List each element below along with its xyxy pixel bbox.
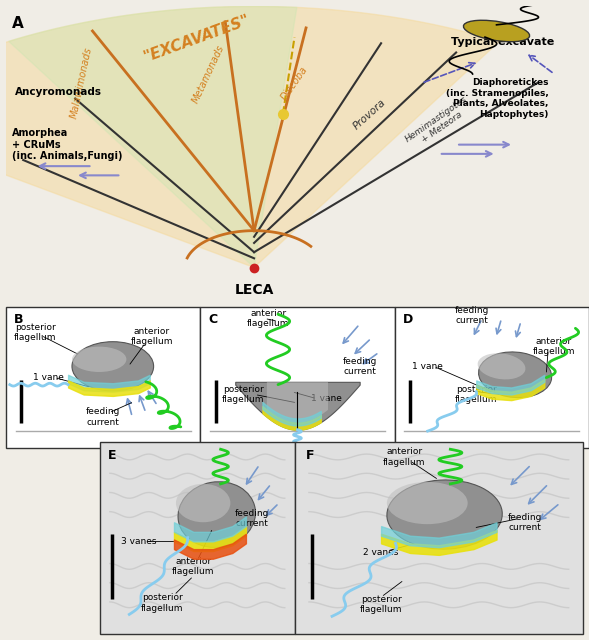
Text: A: A (12, 15, 24, 31)
Ellipse shape (387, 482, 468, 524)
Text: posterior
flagellum: posterior flagellum (222, 385, 264, 404)
Text: B: B (14, 313, 23, 326)
Text: anterior
flagellum: anterior flagellum (172, 557, 214, 576)
Text: C: C (208, 313, 217, 326)
Ellipse shape (464, 20, 530, 42)
Text: posterior
flagellum: posterior flagellum (141, 593, 184, 612)
Text: Diaphoretickes
(inc. Stramenopiles,
Plants, Alveolates,
Haptophytes): Diaphoretickes (inc. Stramenopiles, Plan… (446, 79, 548, 118)
Text: feeding
current: feeding current (342, 356, 377, 376)
Text: Amorphea
+ CRuMs
(inc. Animals,Fungi): Amorphea + CRuMs (inc. Animals,Fungi) (12, 128, 122, 161)
Text: posterior
flagellum: posterior flagellum (14, 323, 57, 342)
Text: anterior
flagellum: anterior flagellum (247, 308, 290, 328)
Text: posterior
flagellum: posterior flagellum (360, 595, 402, 614)
Text: feeding
current: feeding current (234, 509, 269, 528)
FancyBboxPatch shape (6, 307, 200, 448)
Text: 2 vanes: 2 vanes (363, 548, 399, 557)
Ellipse shape (478, 353, 525, 380)
FancyBboxPatch shape (200, 307, 395, 448)
Ellipse shape (387, 480, 502, 549)
Text: 1 vane: 1 vane (311, 394, 342, 403)
FancyBboxPatch shape (100, 442, 294, 634)
Text: D: D (402, 313, 413, 326)
FancyBboxPatch shape (294, 442, 583, 634)
Text: posterior
flagellum: posterior flagellum (455, 385, 498, 404)
Text: anterior
flagellum: anterior flagellum (383, 447, 425, 467)
Text: 1 vane: 1 vane (33, 373, 64, 382)
Text: anterior
flagellum: anterior flagellum (533, 337, 575, 356)
Polygon shape (9, 6, 297, 268)
FancyBboxPatch shape (395, 307, 589, 448)
Text: Hemimastigotes
+ Meteora: Hemimastigotes + Meteora (403, 94, 475, 152)
Text: anterior
flagellum: anterior flagellum (130, 327, 173, 346)
Text: 1 vane: 1 vane (412, 362, 443, 371)
Ellipse shape (178, 482, 256, 547)
Text: Provora: Provora (351, 97, 388, 131)
Ellipse shape (479, 352, 552, 397)
Text: Discoba: Discoba (279, 65, 310, 102)
Text: F: F (306, 449, 315, 462)
Text: Typical excavate: Typical excavate (451, 37, 554, 47)
Text: LECA: LECA (234, 283, 274, 297)
Text: E: E (108, 449, 117, 462)
Text: "EXCAVATES": "EXCAVATES" (141, 12, 252, 65)
Ellipse shape (176, 484, 230, 522)
Text: Malawimonads: Malawimonads (68, 47, 94, 120)
Text: Metamonads: Metamonads (190, 44, 226, 105)
Ellipse shape (72, 342, 154, 391)
Text: 3 vanes: 3 vanes (121, 537, 157, 546)
Polygon shape (0, 6, 499, 268)
Text: feeding
current: feeding current (508, 513, 542, 532)
Ellipse shape (72, 347, 127, 372)
Text: Ancyromonads: Ancyromonads (15, 88, 101, 97)
Text: feeding
current: feeding current (455, 306, 489, 325)
Text: feeding
current: feeding current (86, 407, 120, 427)
